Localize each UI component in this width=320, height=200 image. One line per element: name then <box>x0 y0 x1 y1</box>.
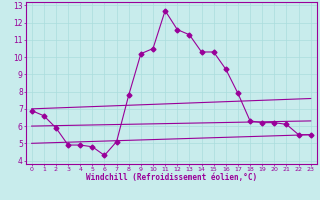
X-axis label: Windchill (Refroidissement éolien,°C): Windchill (Refroidissement éolien,°C) <box>86 173 257 182</box>
